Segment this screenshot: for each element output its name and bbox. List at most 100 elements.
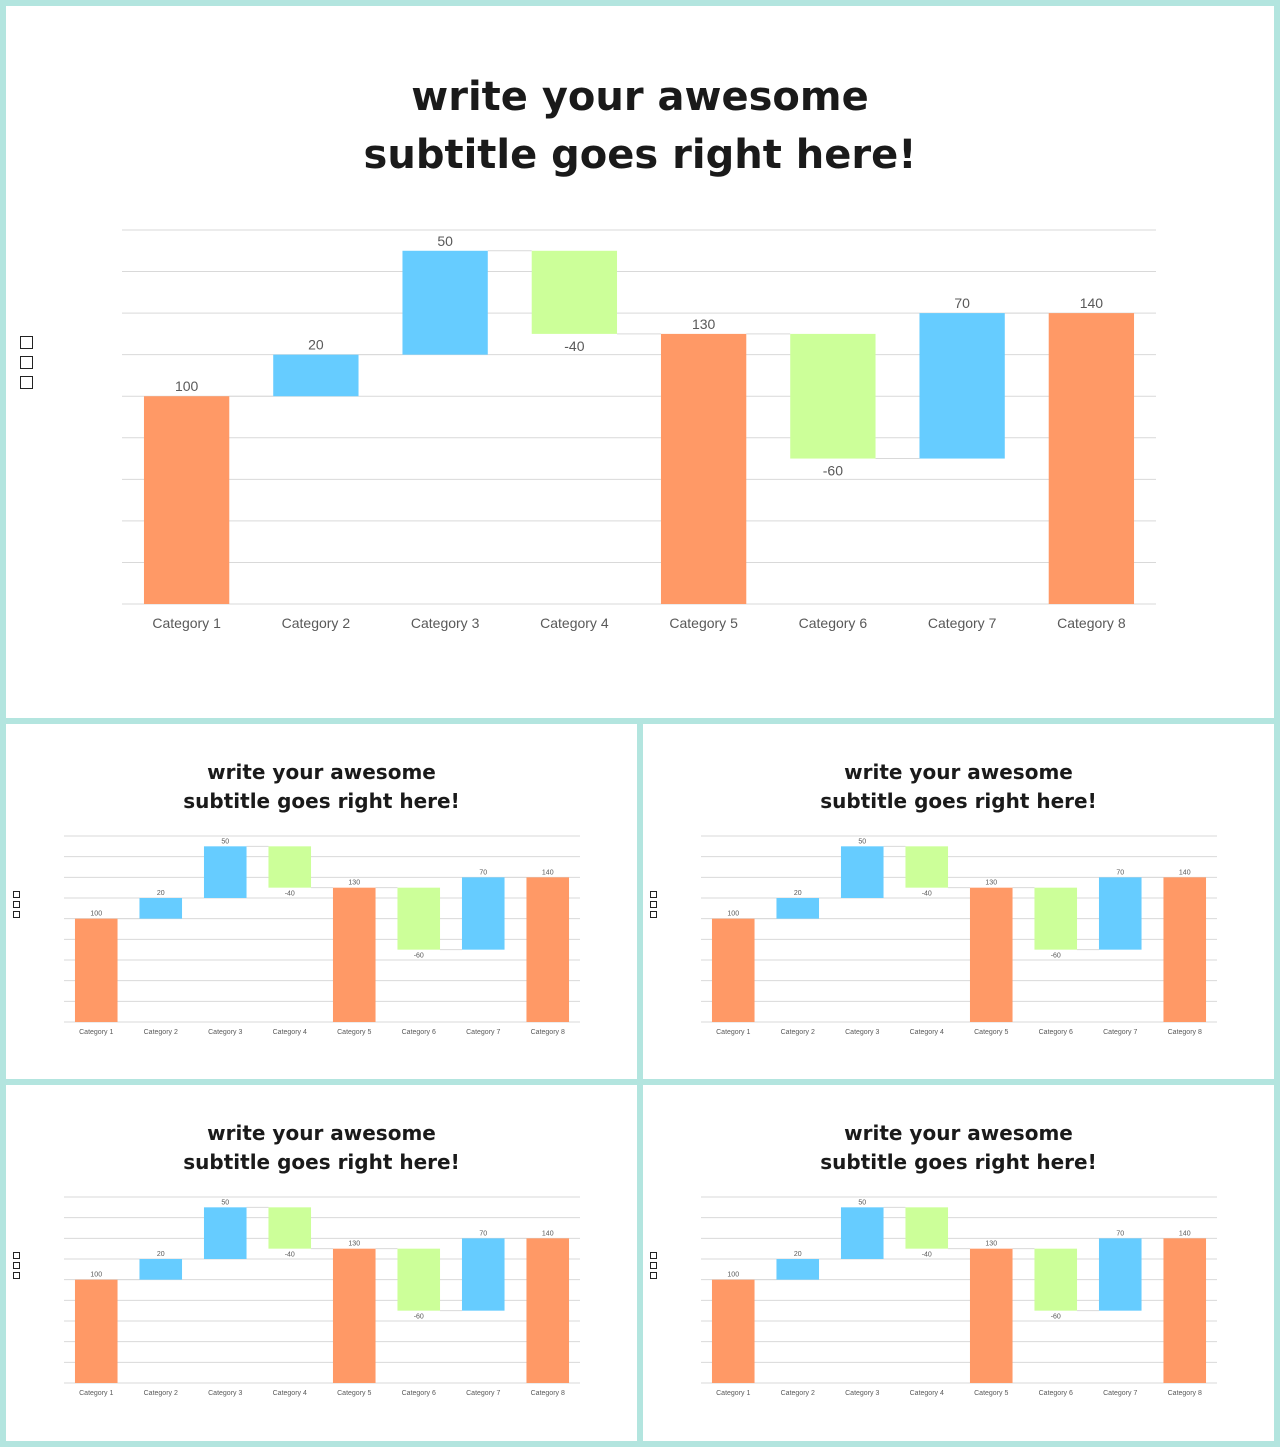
bar-6 <box>790 333 876 459</box>
bar-4 <box>531 250 618 334</box>
legend <box>650 891 657 921</box>
x-tick-label: Category 2 <box>282 615 351 631</box>
bar-1 <box>711 1279 755 1383</box>
bar-5 <box>969 1248 1013 1383</box>
data-label-5: 130 <box>692 316 716 332</box>
data-label-4: -40 <box>285 891 295 898</box>
data-label-6: -60 <box>414 953 424 960</box>
legend <box>650 1252 657 1282</box>
x-tick-label: Category 8 <box>1057 615 1126 631</box>
data-label-6: -60 <box>1051 1314 1061 1321</box>
bar-8 <box>1048 313 1135 604</box>
data-label-3: 50 <box>858 838 866 845</box>
x-tick-label: Category 7 <box>1103 1390 1137 1397</box>
data-label-1: 100 <box>727 1272 739 1279</box>
chart-title: write your awesome subtitle goes right h… <box>6 1119 637 1177</box>
x-tick-label: Category 3 <box>845 1029 879 1036</box>
bar-3 <box>840 1207 884 1259</box>
data-label-1: 100 <box>727 911 739 918</box>
bar-1 <box>711 918 755 1022</box>
data-label-2: 20 <box>794 890 802 897</box>
legend-marker-increase <box>650 891 657 898</box>
bar-2 <box>139 898 183 919</box>
x-tick-label: Category 4 <box>273 1029 307 1036</box>
bar-3 <box>203 1207 247 1259</box>
bar-1 <box>74 918 118 1022</box>
data-label-4: -40 <box>922 1252 932 1259</box>
bar-8 <box>1163 877 1207 1022</box>
bar-5 <box>332 1248 376 1383</box>
legend-marker-decrease <box>20 356 33 369</box>
legend-marker-decrease <box>650 1262 657 1269</box>
data-label-7: 70 <box>1116 869 1124 876</box>
bar-7 <box>461 877 505 950</box>
bar-3 <box>203 846 247 898</box>
legend-marker-total <box>650 911 657 918</box>
waterfall-chart: 100 Category 1 20 Category 2 50 Category 3 -40… <box>701 1196 1217 1397</box>
bar-3 <box>840 846 884 898</box>
data-label-4: -40 <box>285 1252 295 1259</box>
x-tick-label: Category 4 <box>540 615 609 631</box>
legend-marker-increase <box>650 1252 657 1259</box>
bar-7 <box>461 1238 505 1311</box>
data-label-6: -60 <box>1051 953 1061 960</box>
x-tick-label: Category 4 <box>910 1029 944 1036</box>
x-tick-label: Category 6 <box>1039 1390 1073 1397</box>
x-tick-label: Category 1 <box>79 1029 113 1036</box>
bar-1 <box>143 396 230 604</box>
data-label-6: -60 <box>823 463 843 479</box>
bar-4 <box>905 846 949 888</box>
x-tick-label: Category 2 <box>144 1390 178 1397</box>
x-tick-label: Category 6 <box>402 1029 436 1036</box>
x-tick-label: Category 4 <box>910 1390 944 1397</box>
data-label-1: 100 <box>175 378 199 394</box>
waterfall-chart: 100 Category 1 20 Category 2 50 Category 3 -40… <box>64 1196 580 1397</box>
data-label-4: -40 <box>564 338 584 354</box>
legend-marker-increase <box>20 336 33 349</box>
bar-8 <box>1163 1238 1207 1383</box>
x-tick-label: Category 7 <box>466 1029 500 1036</box>
x-tick-label: Category 1 <box>716 1029 750 1036</box>
connectors <box>229 250 1049 460</box>
x-tick-label: Category 6 <box>402 1390 436 1397</box>
legend-marker-decrease <box>13 1262 20 1269</box>
bar-2 <box>139 1259 183 1280</box>
data-label-5: 130 <box>348 1241 360 1248</box>
legend-marker-total <box>650 1272 657 1279</box>
data-label-2: 20 <box>308 337 324 353</box>
x-tick-label: Category 8 <box>531 1390 565 1397</box>
legend-marker-total <box>13 911 20 918</box>
chart-title-line-2: subtitle goes right here! <box>820 789 1097 813</box>
data-label-5: 130 <box>985 1241 997 1248</box>
x-tick-label: Category 5 <box>337 1029 371 1036</box>
chart-title: write your awesome subtitle goes right h… <box>6 68 1274 184</box>
legend-marker-decrease <box>13 901 20 908</box>
bar-2 <box>776 898 820 919</box>
x-tick-label: Category 8 <box>531 1029 565 1036</box>
data-label-3: 50 <box>858 1199 866 1206</box>
chart-panel-small-4: write your awesome subtitle goes right h… <box>637 1079 1280 1447</box>
x-tick-label: Category 3 <box>208 1390 242 1397</box>
data-label-2: 20 <box>794 1251 802 1258</box>
chart-title-line-2: subtitle goes right here! <box>183 789 460 813</box>
connectors <box>117 845 527 951</box>
x-tick-label: Category 1 <box>716 1390 750 1397</box>
x-tick-label: Category 8 <box>1168 1029 1202 1036</box>
legend-marker-increase <box>13 891 20 898</box>
data-label-8: 140 <box>542 869 554 876</box>
x-tick-label: Category 3 <box>208 1029 242 1036</box>
bar-7 <box>919 313 1005 459</box>
chart-panel-small-2: write your awesome subtitle goes right h… <box>637 718 1280 1085</box>
bar-2 <box>776 1259 820 1280</box>
waterfall-chart: 100 Category 1 20 Category 2 50 Category 3 -40… <box>122 229 1156 631</box>
chart-title: write your awesome subtitle goes right h… <box>643 1119 1274 1177</box>
chart-title-line-1: write your awesome <box>844 760 1073 784</box>
bar-1 <box>74 1279 118 1383</box>
chart-title-line-2: subtitle goes right here! <box>183 1150 460 1174</box>
bar-8 <box>526 877 570 1022</box>
x-tick-label: Category 1 <box>79 1390 113 1397</box>
data-label-7: 70 <box>479 1230 487 1237</box>
x-tick-label: Category 5 <box>974 1029 1008 1036</box>
x-tick-label: Category 5 <box>337 1390 371 1397</box>
